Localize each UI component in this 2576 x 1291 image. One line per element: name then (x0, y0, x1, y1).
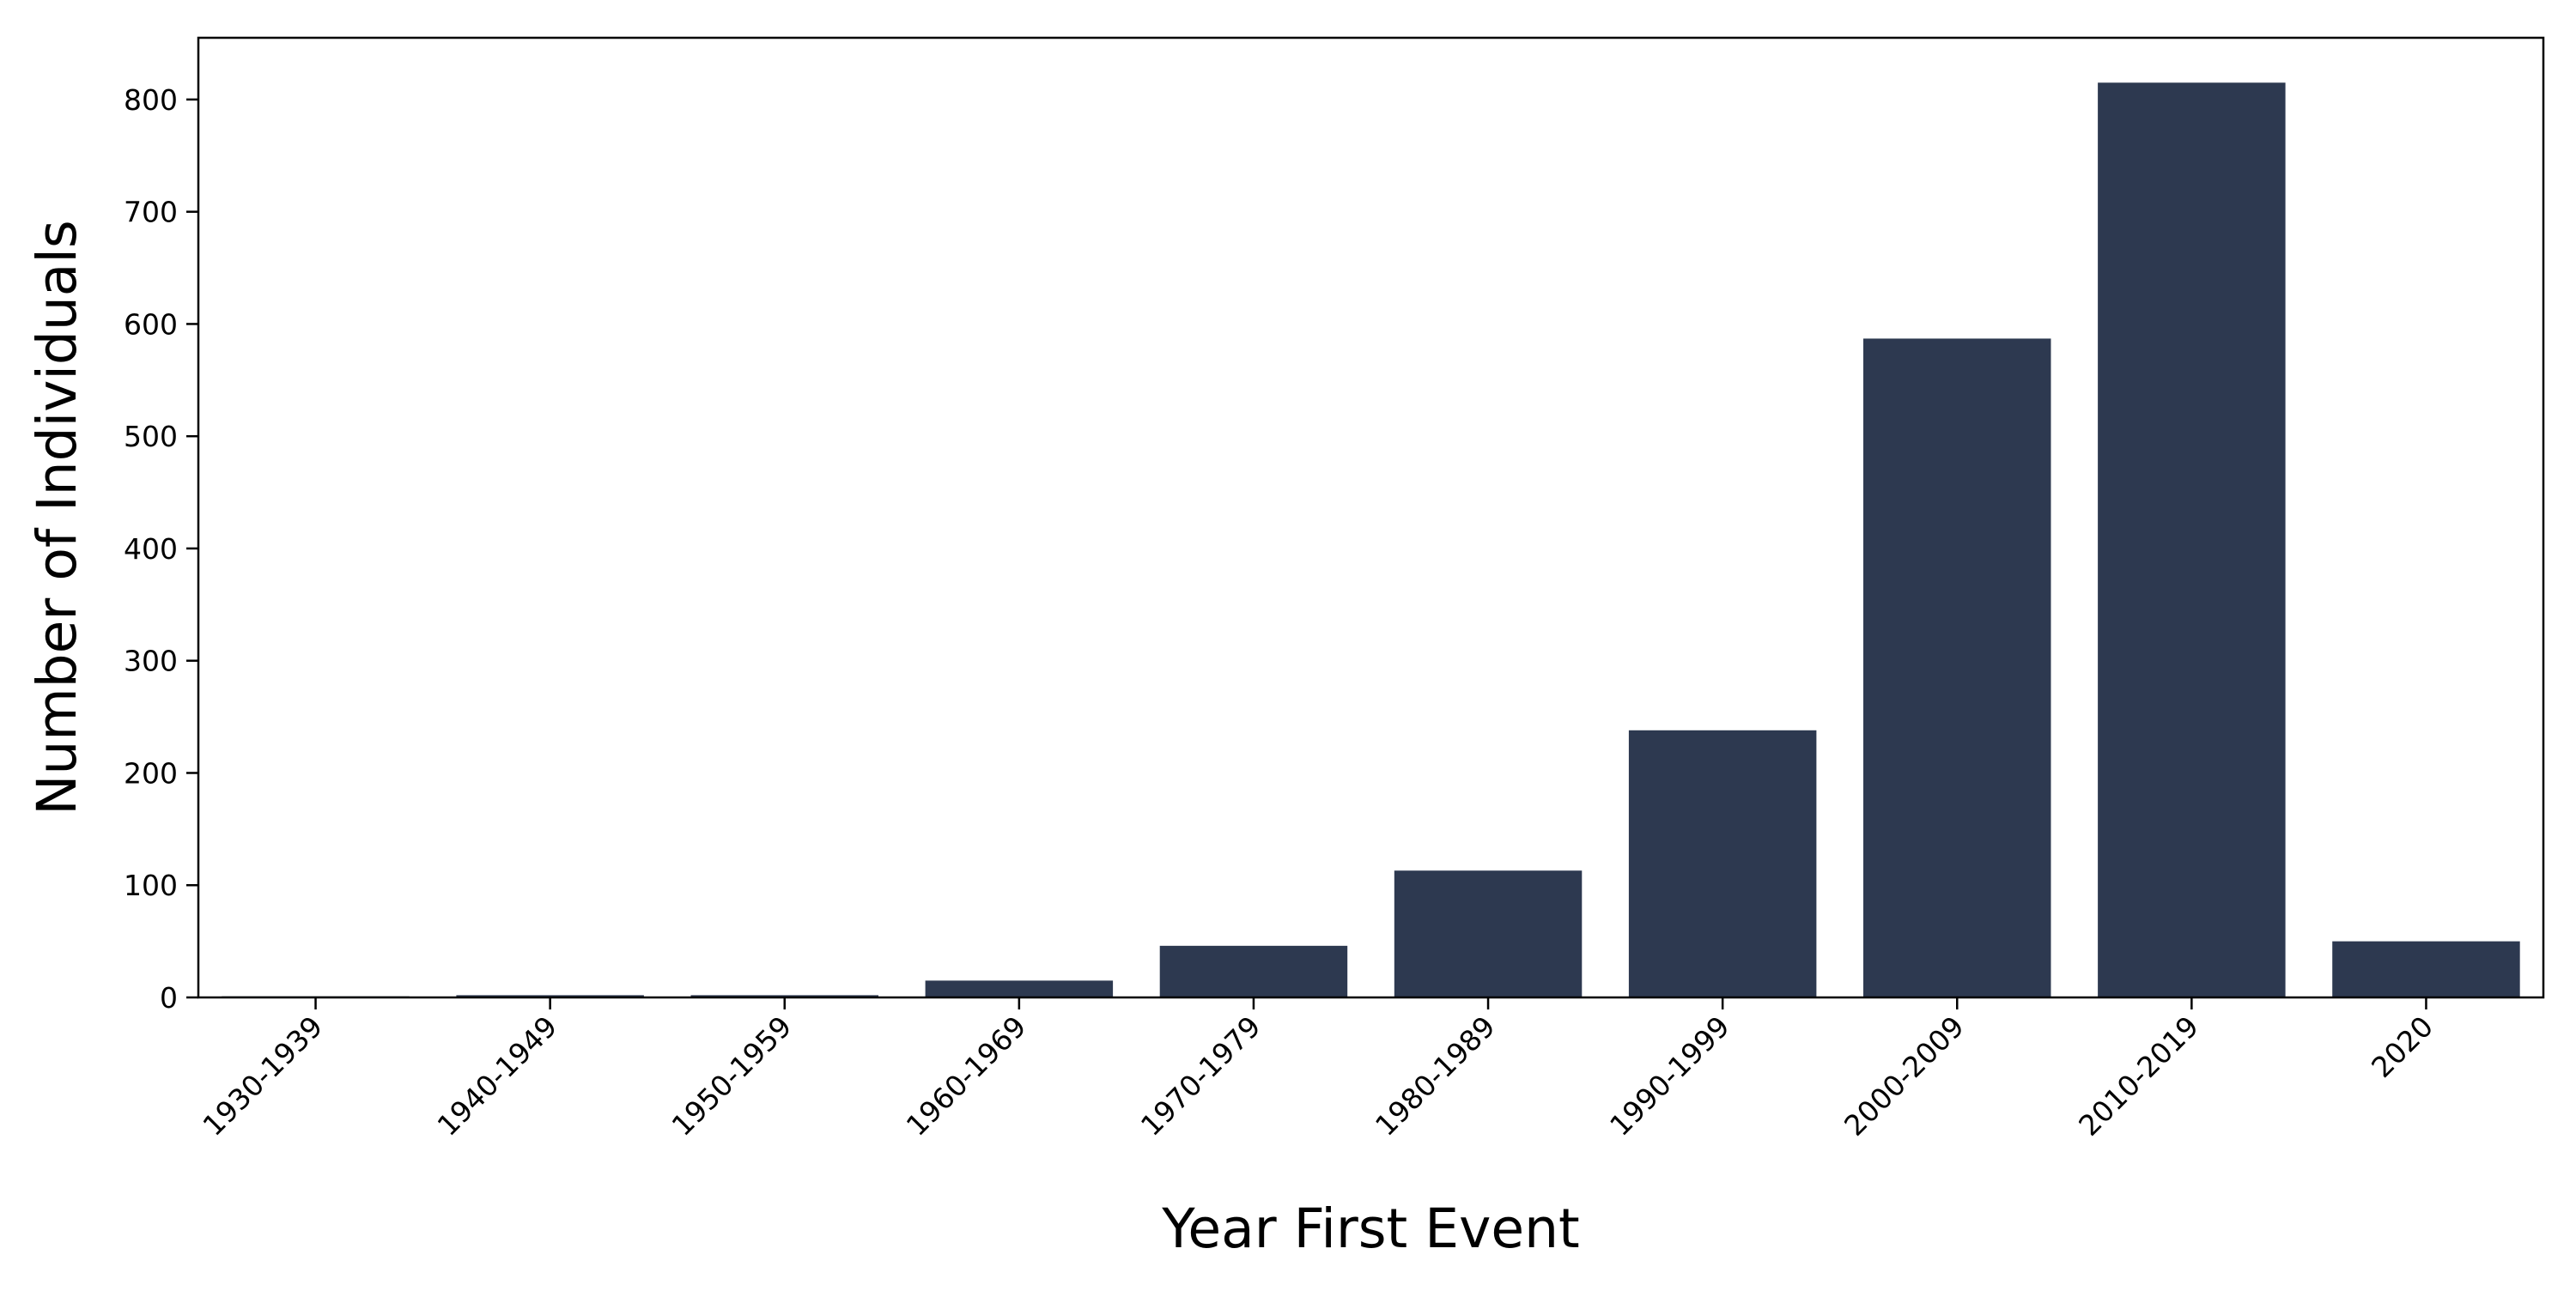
x-tick-label: 1980-1989 (1369, 1009, 1502, 1143)
y-axis-ticks: 0 100 200 300 400 500 600 700 800 (124, 83, 198, 1015)
y-tick-label: 500 (124, 420, 178, 453)
y-tick-label: 600 (124, 307, 178, 341)
y-tick-label: 200 (124, 756, 178, 790)
bar-1970-1979 (1159, 945, 1348, 997)
bar-1940-1949 (456, 995, 644, 997)
y-tick-label: 800 (124, 83, 178, 117)
bar-1960-1969 (925, 980, 1114, 997)
y-tick-label: 0 (160, 981, 178, 1015)
x-axis-title: Year First Event (1161, 1197, 1580, 1260)
y-tick-label: 300 (124, 645, 178, 678)
x-tick-label: 2000-2009 (1838, 1009, 1971, 1143)
bar-1990-1999 (1628, 730, 1817, 997)
bar-2010-2019 (2098, 82, 2286, 998)
x-axis-ticks: 1930-1939 1940-1949 1950-1959 1960-1969 1970… (196, 997, 2439, 1143)
y-axis-title: Number of Individuals (26, 220, 88, 815)
y-tick-label: 400 (124, 532, 178, 566)
y-tick-label: 700 (124, 196, 178, 229)
x-tick-label: 2010-2019 (2072, 1009, 2205, 1143)
x-tick-label: 2020 (2365, 1009, 2439, 1084)
plot-frame (197, 36, 2545, 999)
bars-group (222, 82, 2520, 998)
y-tick-label: 100 (124, 869, 178, 902)
bar-2000-2009 (1863, 338, 2051, 997)
x-tick-label: 1930-1939 (196, 1009, 329, 1143)
x-tick-label: 1950-1959 (665, 1009, 799, 1143)
bar-2020 (2332, 941, 2520, 997)
x-tick-label: 1990-1999 (1603, 1009, 1736, 1143)
bar-1950-1959 (690, 995, 878, 997)
x-tick-label: 1960-1969 (900, 1009, 1033, 1143)
bar-1980-1989 (1394, 870, 1583, 997)
x-tick-label: 1970-1979 (1134, 1009, 1267, 1143)
x-tick-label: 1940-1949 (431, 1009, 564, 1143)
